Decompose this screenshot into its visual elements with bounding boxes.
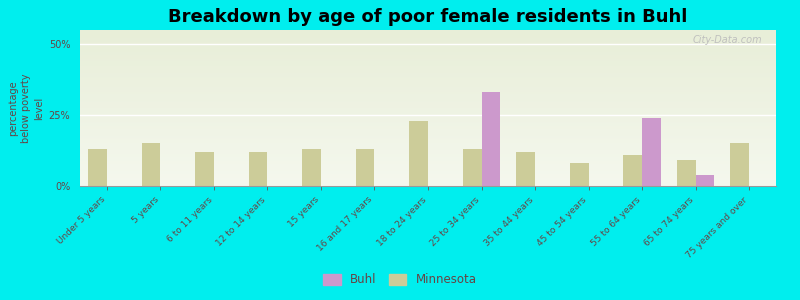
Legend: Buhl, Minnesota: Buhl, Minnesota [318,269,482,291]
Bar [410,121,428,186]
Bar [195,152,214,186]
Bar [302,149,321,186]
Text: City-Data.com: City-Data.com [693,35,762,45]
Bar [462,149,482,186]
Bar [516,152,535,186]
Bar [623,155,642,186]
Y-axis label: percentage
below poverty
level: percentage below poverty level [8,73,45,143]
Bar [642,118,661,186]
Bar [696,175,714,186]
Title: Breakdown by age of poor female residents in Buhl: Breakdown by age of poor female resident… [168,8,688,26]
Bar [730,143,750,186]
Bar [142,143,160,186]
Bar [570,163,589,186]
Bar [249,152,267,186]
Bar [482,92,500,186]
Bar [88,149,106,186]
Bar [356,149,374,186]
Bar [677,160,696,186]
